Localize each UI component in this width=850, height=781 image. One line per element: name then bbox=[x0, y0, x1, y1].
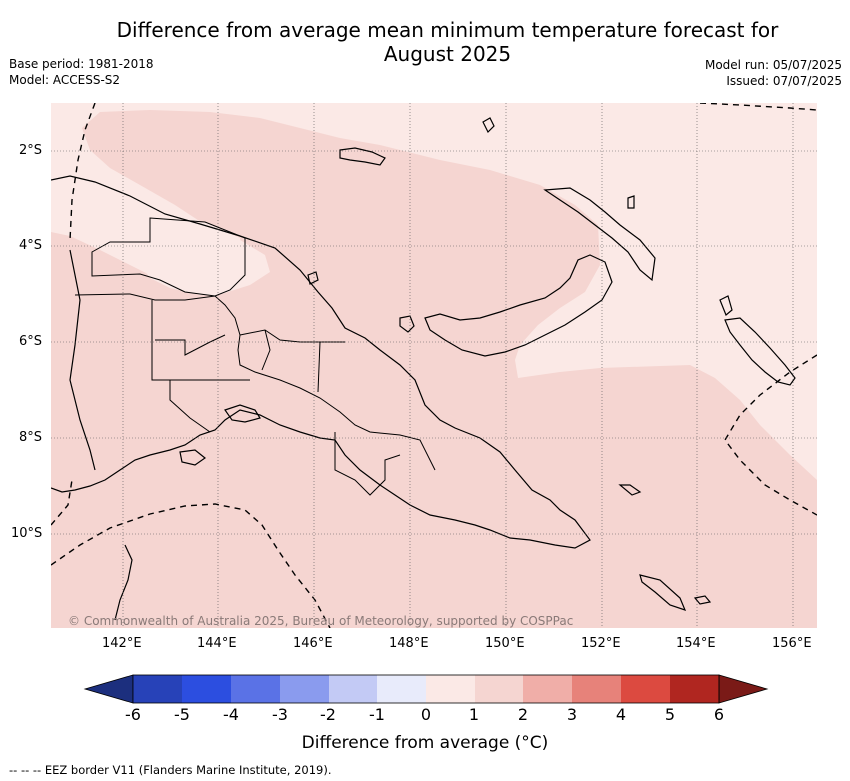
title-line-1: Difference from average mean minimum tem… bbox=[116, 18, 779, 42]
colorbar-tick: 4 bbox=[615, 705, 627, 724]
lon-label: 152°E bbox=[581, 636, 621, 651]
lon-label: 146°E bbox=[293, 636, 333, 651]
colorbar-extend-low bbox=[83, 674, 134, 704]
base-period: Base period: 1981-2018 bbox=[9, 57, 154, 71]
colorbar-extend-high bbox=[718, 674, 769, 704]
colorbar-segment bbox=[426, 675, 475, 703]
lon-label: 154°E bbox=[676, 636, 716, 651]
graticule bbox=[51, 103, 817, 628]
lat-label: 8°S bbox=[19, 430, 43, 445]
colorbar-segment bbox=[329, 675, 377, 703]
colorbar-tick: 2 bbox=[517, 705, 529, 724]
colorbar-segment bbox=[133, 675, 182, 703]
colorbar-tick: 0 bbox=[420, 705, 432, 724]
lat-label: 6°S bbox=[19, 334, 43, 349]
lat-label: 2°S bbox=[19, 143, 43, 158]
lat-label: 10°S bbox=[11, 526, 43, 541]
eez-borders bbox=[51, 103, 817, 628]
colorbar-tick: -4 bbox=[223, 705, 239, 724]
model-info: Base period: 1981-2018 Model: ACCESS-S2 bbox=[9, 56, 154, 88]
colorbar-segment bbox=[523, 675, 572, 703]
lon-label: 142°E bbox=[102, 636, 142, 651]
colorbar-segment bbox=[621, 675, 670, 703]
copyright-credit: © Commonwealth of Australia 2025, Bureau… bbox=[68, 614, 574, 628]
colorbar-tick: 3 bbox=[566, 705, 578, 724]
colorbar-tick: 5 bbox=[664, 705, 676, 724]
colorbar-tick: -6 bbox=[125, 705, 141, 724]
lon-label: 156°E bbox=[772, 636, 812, 651]
coastline bbox=[51, 117, 796, 621]
colorbar-segment bbox=[670, 675, 719, 703]
anomaly-fill-0-1-inland bbox=[138, 218, 245, 295]
run-info: Model run: 05/07/2025 Issued: 07/07/2025 bbox=[705, 57, 842, 89]
colorbar-tick: -1 bbox=[369, 705, 385, 724]
model-name: Model: ACCESS-S2 bbox=[9, 73, 121, 87]
anomaly-fill-0-1-north bbox=[51, 103, 817, 480]
issued-date: Issued: 07/07/2025 bbox=[726, 74, 842, 88]
colorbar-segment bbox=[231, 675, 280, 703]
colorbar-tick: -5 bbox=[174, 705, 190, 724]
colorbar-segment bbox=[280, 675, 329, 703]
title-line-2: August 2025 bbox=[383, 42, 512, 66]
colorbar-tick: -2 bbox=[320, 705, 336, 724]
colorbar-segment bbox=[475, 675, 523, 703]
lon-label: 150°E bbox=[485, 636, 525, 651]
lon-label: 144°E bbox=[197, 636, 237, 651]
model-run: Model run: 05/07/2025 bbox=[704, 58, 842, 72]
colorbar-outline bbox=[132, 674, 720, 704]
colorbar-tick: -3 bbox=[272, 705, 288, 724]
colorbar-segment bbox=[182, 675, 231, 703]
map-title: Difference from average mean minimum tem… bbox=[60, 18, 835, 66]
colorbar-tick: 6 bbox=[713, 705, 725, 724]
colorbar-segment bbox=[572, 675, 621, 703]
colorbar-segment bbox=[377, 675, 426, 703]
colorbar-tick: 1 bbox=[468, 705, 480, 724]
colorbar-label: Difference from average (°C) bbox=[301, 733, 549, 753]
lon-label: 148°E bbox=[389, 636, 429, 651]
province-borders bbox=[74, 217, 436, 496]
eez-legend-note: -- -- -- EEZ border V11 (Flanders Marine… bbox=[9, 763, 332, 777]
lat-label: 4°S bbox=[19, 238, 43, 253]
